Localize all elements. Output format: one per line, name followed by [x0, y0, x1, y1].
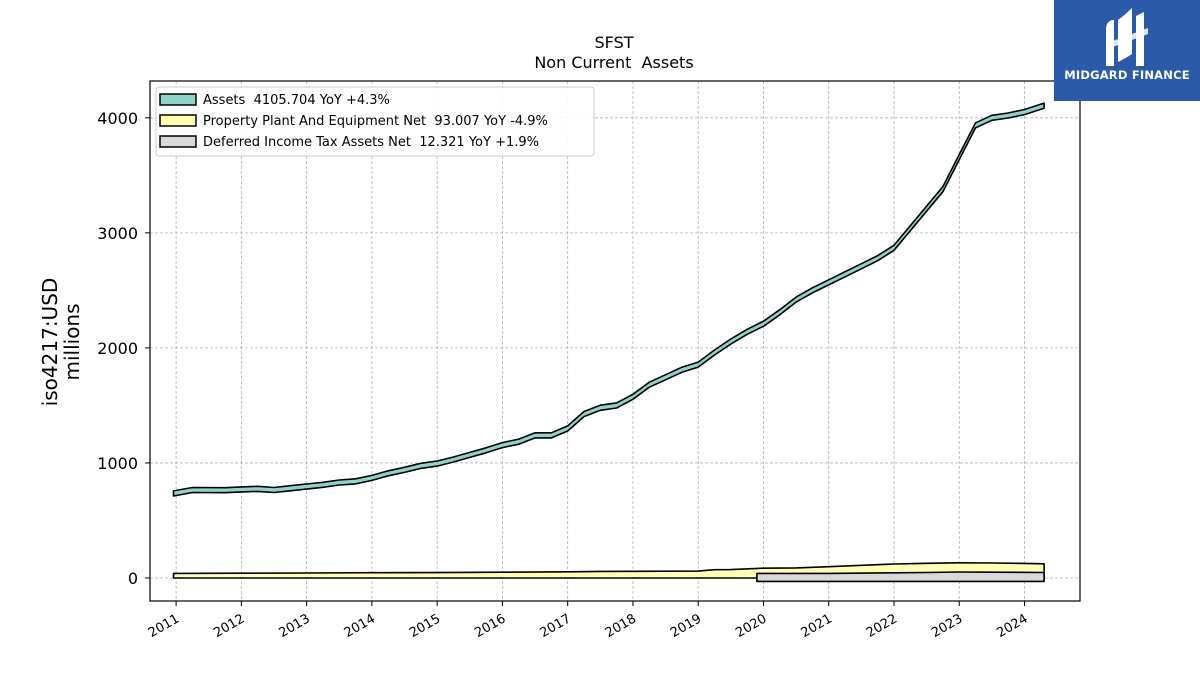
legend: Assets 4105.704 YoY +4.3% Property Plant…	[155, 86, 595, 157]
legend-label-deferred-tax: Deferred Income Tax Assets Net 12.321 Yo…	[203, 135, 539, 150]
x-tick-label: 2011	[146, 611, 182, 641]
y-tick-label: 1000	[97, 454, 138, 473]
chart-subtitle: Non Current Assets	[534, 53, 693, 72]
x-tick-label: 2016	[472, 611, 508, 641]
y-axis-label: iso4217:USD millions	[38, 278, 84, 407]
y-axis-label-line2: millions	[60, 303, 84, 380]
y-axis-label-line1: iso4217:USD	[38, 278, 62, 407]
x-tick-label: 2015	[407, 611, 443, 641]
legend-label-ppe: Property Plant And Equipment Net 93.007 …	[203, 114, 548, 129]
legend-label-assets: Assets 4105.704 YoY +4.3%	[203, 93, 390, 108]
plot-frame	[149, 80, 1081, 602]
x-tick-label: 2023	[929, 611, 965, 641]
chart-title: SFST	[594, 33, 633, 52]
x-tick-label: 2013	[276, 611, 312, 641]
y-tick-label: 0	[128, 569, 138, 588]
legend-swatch-deferred-tax	[159, 135, 197, 148]
series-deferred-tax	[756, 571, 1045, 583]
x-tick-label: 2022	[864, 611, 900, 641]
x-tick-label: 2024	[994, 611, 1030, 641]
y-tick-label: 3000	[97, 224, 138, 243]
series-assets	[172, 102, 1045, 497]
grid	[150, 81, 1080, 601]
legend-box	[155, 86, 595, 157]
x-tick-label: 2014	[342, 611, 378, 641]
x-tick-label: 2020	[733, 611, 769, 641]
y-tick-label: 4000	[97, 109, 138, 128]
brand-logo: MIDGARD FINANCE	[1054, 0, 1200, 101]
x-tick-label: 2021	[799, 611, 835, 641]
series-layer	[172, 102, 1045, 583]
logo-mark-icon	[1106, 8, 1148, 66]
x-tick-label: 2018	[603, 611, 639, 641]
y-tick-label: 2000	[97, 339, 138, 358]
logo-text: MIDGARD FINANCE	[1064, 68, 1190, 82]
axes: 0 1000 2000 3000 4000 2011 2012 2013 2014 2015 201…	[97, 109, 1030, 641]
x-tick-label: 2017	[538, 611, 574, 641]
legend-swatch-assets	[159, 93, 197, 106]
legend-swatch-ppe	[159, 114, 197, 127]
x-tick-label: 2019	[668, 611, 704, 641]
x-tick-label: 2012	[211, 611, 247, 641]
